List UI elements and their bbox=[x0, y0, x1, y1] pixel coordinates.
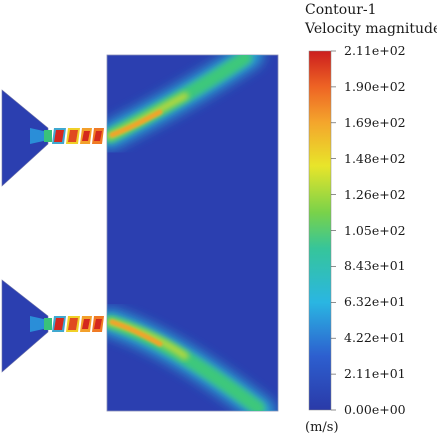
colorbar-tick-label: 1.48e+02 bbox=[344, 150, 406, 166]
colorbar-tick-label: 0.00e+00 bbox=[344, 402, 406, 417]
chamber-domain bbox=[106, 54, 279, 412]
colorbar-tick-label: 2.11e+02 bbox=[344, 43, 406, 58]
colorbar bbox=[308, 50, 332, 411]
legend-variable: Velocity magnitude bbox=[305, 21, 437, 37]
legend-title: Contour-1 bbox=[305, 2, 377, 18]
upper-grid-stations bbox=[52, 128, 104, 144]
legend-units: (m/s) bbox=[305, 420, 339, 435]
lower-inlet bbox=[1, 279, 52, 373]
colorbar-ticks bbox=[331, 50, 336, 411]
colorbar-tick-label: 1.90e+02 bbox=[344, 78, 406, 94]
colorbar-tick-label: 6.32e+01 bbox=[344, 294, 406, 310]
lower-grid-stations bbox=[52, 316, 104, 332]
colorbar-tick-label: 2.11e+01 bbox=[344, 366, 406, 382]
upper-inlet bbox=[1, 89, 52, 187]
colorbar-tick-label: 1.05e+02 bbox=[344, 222, 406, 238]
colorbar-tick-label: 1.69e+02 bbox=[344, 114, 406, 130]
colorbar-tick-label: 8.43e+01 bbox=[344, 258, 406, 274]
colorbar-tick-label: 4.22e+01 bbox=[344, 330, 406, 346]
colorbar-tick-label: 1.26e+02 bbox=[344, 186, 406, 202]
